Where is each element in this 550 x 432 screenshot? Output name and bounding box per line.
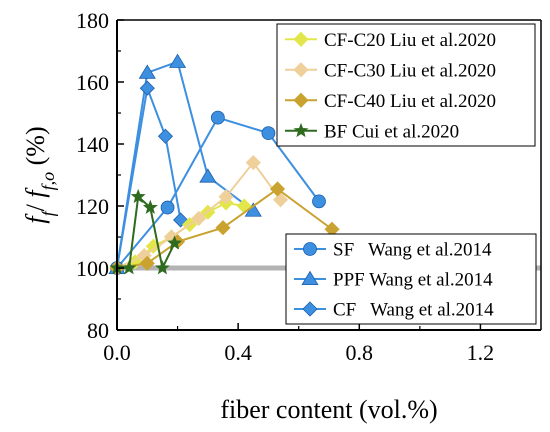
data-point-cf-wang-et-al-2014-2 [157,128,174,144]
legend-label: CF Wang et al.2014 [333,300,494,321]
legend-label: CF-C40 Liu et al.2020 [324,91,496,112]
legend-entry-bf-cui-et-al-2020: BF Cui et al.2020 [285,121,459,142]
legend-swatch-marker [302,301,318,317]
y-axis-title-subscript: f [38,208,58,216]
data-point-cf-c30-liu-et-al-2020-5 [245,155,261,171]
x-tick-label-1: 0.4 [224,340,252,365]
series-layer [108,53,340,276]
y-tick-label-80: 80 [87,318,109,343]
y-axis-title: ff/ ff,o (%) [21,126,58,223]
legend-label: BF Cui et al.2020 [324,121,459,142]
legend-swatch-marker [293,92,309,108]
legend-entry-cf-wang-et-al-2014: CF Wang et al.2014 [294,300,494,321]
data-point-bf-cui-et-al-2020-2 [130,188,146,204]
series-line-cf-wang-et-al-2014 [116,84,182,269]
data-point-sf-wang-et-al-2014-3 [261,126,276,141]
data-point-ppf-wang-et-al-2014-3 [199,168,217,183]
y-tick-label-100: 100 [76,256,109,281]
legend-label: CF-C30 Liu et al.2020 [324,60,496,81]
data-point-bf-cui-et-al-2020-1 [121,260,137,275]
y-tick-label-180: 180 [76,8,109,33]
x-tick-label-3: 1.2 [467,340,495,365]
legend-entry-sf-wang-et-al-2014: SF Wang et al.2014 [294,240,492,261]
legend-box [276,23,536,147]
legend-swatch-marker [301,270,319,286]
data-point-cf-c40-liu-et-al-2020-1 [139,255,155,271]
legend-entry-cf-c40-liu-et-al-2020: CF-C40 Liu et al.2020 [285,91,496,112]
legend-layer: CF-C20 Liu et al.2020 CF-C30 Liu et al.20… [276,23,537,325]
y-axis-title-group: ff/ ff,o (%) [21,126,58,223]
data-point-bf-cui-et-al-2020-5 [167,235,182,250]
legend-swatch-marker [293,31,309,47]
legend-entry-cf-c20-liu-et-al-2020: CF-C20 Liu et al.2020 [285,30,496,51]
x-axis-title: fiber content (vol.%) [220,395,437,424]
legend-label: PPF Wang et al.2014 [333,270,493,291]
legend-label: CF-C20 Liu et al.2020 [324,30,496,51]
data-point-sf-wang-et-al-2014-2 [210,110,225,125]
y-axis-title-subscript: f,o [38,172,58,191]
legend-label: SF Wang et al.2014 [333,240,492,261]
legend-entry-cf-c30-liu-et-al-2020: CF-C30 Liu et al.2020 [285,60,496,81]
legend-swatch-marker [293,62,309,78]
data-point-cf-wang-et-al-2014-1 [139,80,155,96]
data-point-ppf-wang-et-al-2014-1 [138,64,156,79]
y-axis-title-part: f [21,213,50,224]
y-tick-label-120: 120 [76,194,109,219]
axes-layer: 80 100 120 140 160 180 0.0 0.4 0.8 1.2 [76,8,542,365]
data-point-cf-c30-liu-et-al-2020-4 [218,189,234,205]
y-tick-label-160: 160 [76,70,109,95]
legend-swatch-marker [293,122,309,138]
data-point-cf-c40-liu-et-al-2020-3 [215,220,231,236]
data-point-bf-cui-et-al-2020-4 [154,260,170,275]
x-tick-label-2: 0.8 [346,340,374,365]
y-tick-label-140: 140 [76,132,109,157]
y-axis-title-part: / [21,198,50,212]
series-line-ppf-wang-et-al-2014 [116,60,254,269]
data-point-sf-wang-et-al-2014-1 [160,200,175,215]
data-point-bf-cui-et-al-2020-3 [142,199,158,214]
data-point-cf-c30-liu-et-al-2020-6 [272,192,289,208]
x-tick-label-0: 0.0 [103,340,131,365]
series-cf-c20-liu-et-al-2020 [109,195,252,276]
y-axis-title-part: f [21,187,50,198]
data-point-ppf-wang-et-al-2014-2 [168,53,187,68]
data-point-cf-c30-liu-et-al-2020-3 [191,210,207,226]
legend-swatch-marker [303,242,317,256]
y-axis-title-part: (%) [21,126,50,171]
legend-box [285,233,537,325]
legend-entry-ppf-wang-et-al-2014: PPF Wang et al.2014 [294,270,493,291]
legend-top-right: CF-C20 Liu et al.2020 CF-C30 Liu et al.20… [276,23,536,147]
data-point-sf-wang-et-al-2014-4 [312,194,326,209]
legend-bottom-right: SF Wang et al.2014 PPF Wang et al.2014 CF … [285,233,537,325]
data-point-cf-c40-liu-et-al-2020-4 [269,181,286,197]
